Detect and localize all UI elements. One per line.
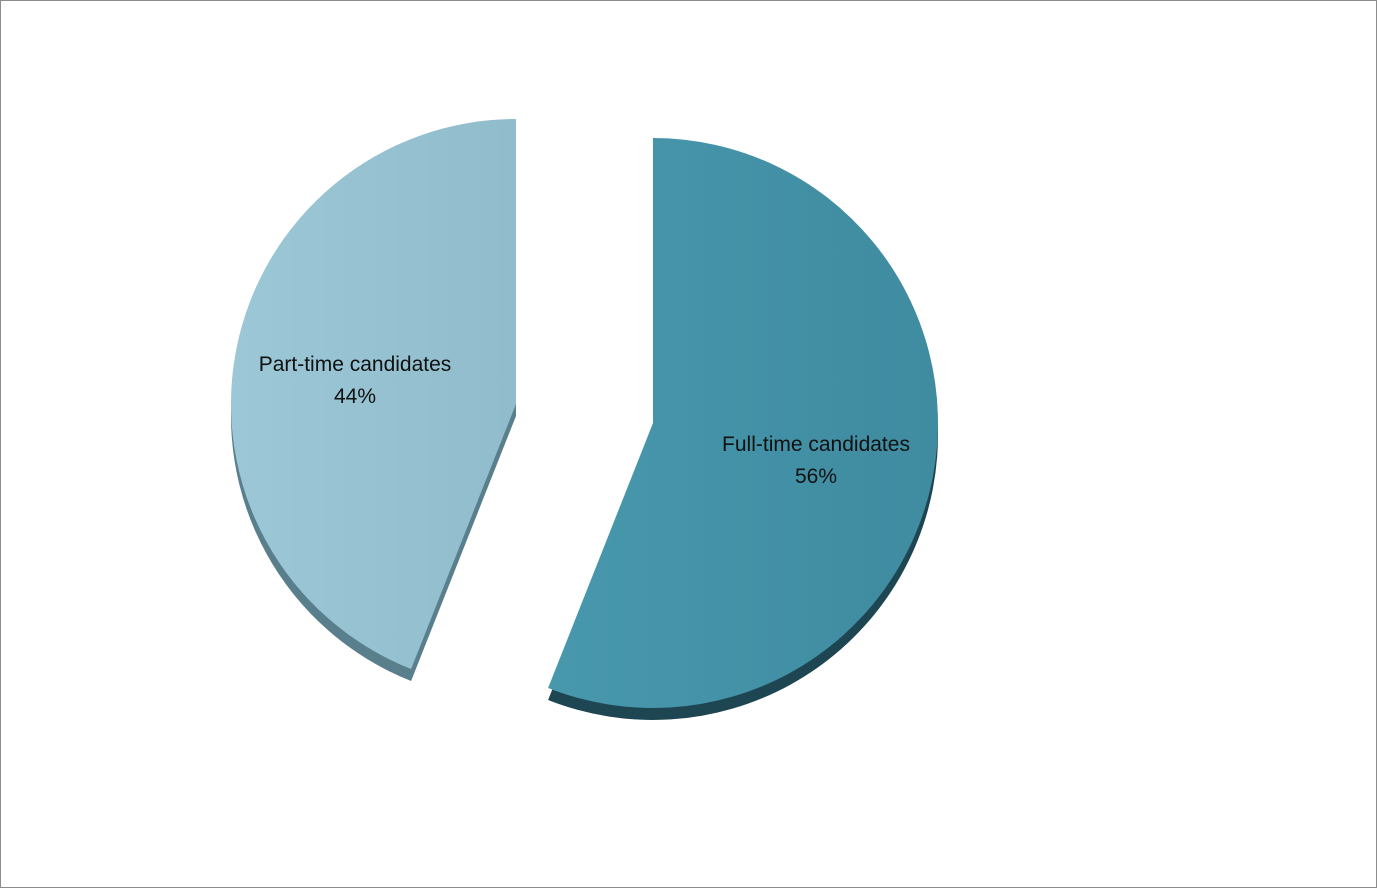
slice-label-full-time-category: Full-time candidates (722, 433, 910, 456)
slice-label-part-time-category: Part-time candidates (259, 353, 452, 376)
slice-full-time (548, 138, 938, 708)
pie-labels: Full-time candidates 56% Part-time candi… (259, 353, 910, 488)
slice-part-time (230, 119, 517, 669)
pie-slices (230, 119, 938, 720)
slice-label-full-time-value: 56% (795, 465, 837, 488)
slice-label-part-time-value: 44% (334, 385, 376, 408)
